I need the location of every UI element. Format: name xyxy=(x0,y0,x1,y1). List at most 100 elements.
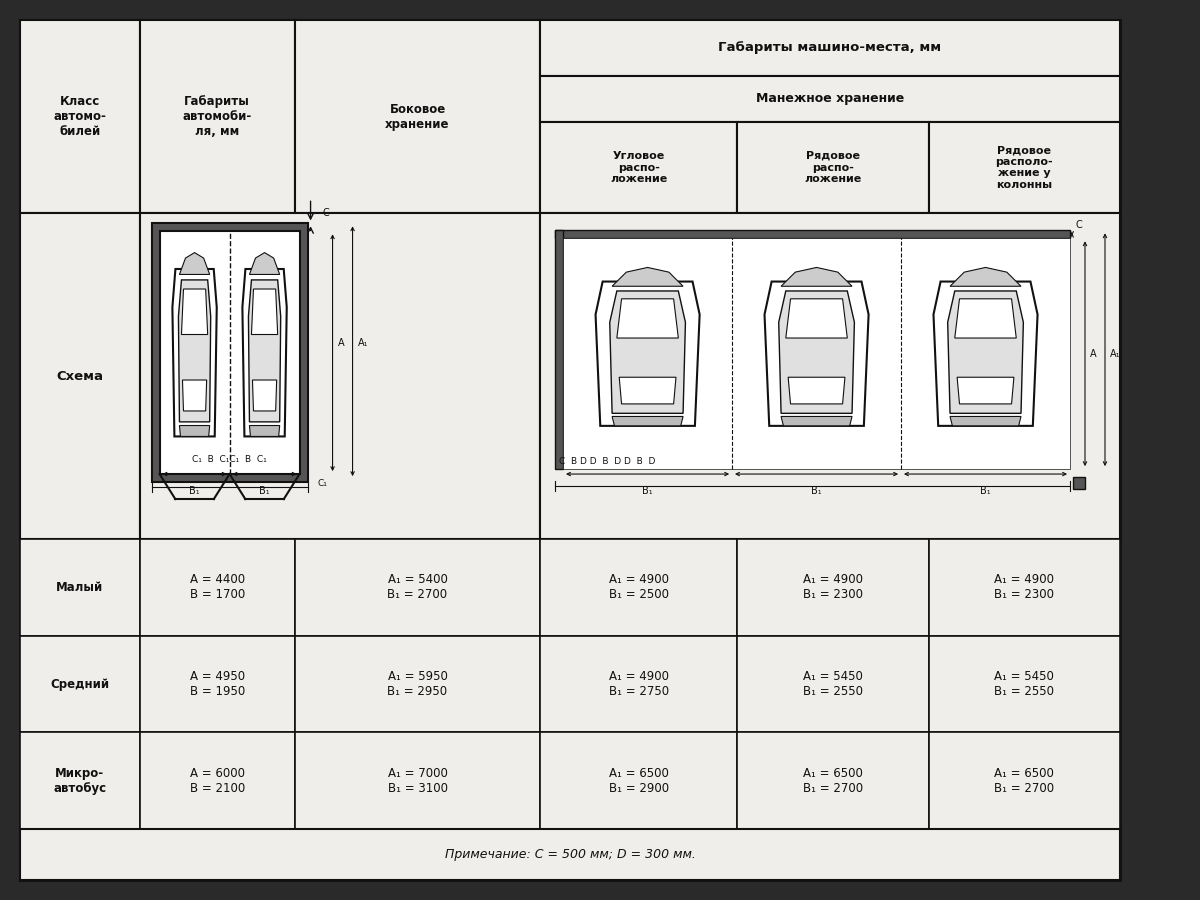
Polygon shape xyxy=(20,20,139,213)
Polygon shape xyxy=(540,213,1120,539)
Polygon shape xyxy=(612,417,683,426)
Text: A₁: A₁ xyxy=(358,338,368,347)
Polygon shape xyxy=(252,380,277,411)
Polygon shape xyxy=(1073,477,1085,489)
Polygon shape xyxy=(20,733,139,829)
Text: A₁ = 4900
B₁ = 2750: A₁ = 4900 B₁ = 2750 xyxy=(608,670,668,698)
Text: Манежное хранение: Манежное хранение xyxy=(756,93,904,105)
Text: Схема: Схема xyxy=(56,370,103,382)
Text: A₁ = 4900
B₁ = 2300: A₁ = 4900 B₁ = 2300 xyxy=(803,573,863,601)
Polygon shape xyxy=(737,122,929,213)
Polygon shape xyxy=(20,213,139,539)
Text: A = 6000
B = 2100: A = 6000 B = 2100 xyxy=(190,767,245,795)
Polygon shape xyxy=(242,269,287,436)
Polygon shape xyxy=(139,539,295,635)
Text: A₁ = 4900
B₁ = 2300: A₁ = 4900 B₁ = 2300 xyxy=(995,573,1055,601)
Polygon shape xyxy=(540,76,1120,122)
Polygon shape xyxy=(20,829,1120,880)
Text: A = 4950
B = 1950: A = 4950 B = 1950 xyxy=(190,670,245,698)
Polygon shape xyxy=(250,426,280,436)
Text: Рядовое
распо-
ложение: Рядовое распо- ложение xyxy=(804,151,862,184)
Polygon shape xyxy=(955,299,1016,338)
Polygon shape xyxy=(950,267,1021,286)
Polygon shape xyxy=(737,733,929,829)
Text: Угловое
распо-
ложение: Угловое распо- ложение xyxy=(610,151,667,184)
Polygon shape xyxy=(181,289,208,335)
Polygon shape xyxy=(929,539,1120,635)
Polygon shape xyxy=(786,299,847,338)
Polygon shape xyxy=(182,380,206,411)
Polygon shape xyxy=(781,417,852,426)
Polygon shape xyxy=(151,223,307,482)
Polygon shape xyxy=(180,426,210,436)
Text: A₁ = 4900
B₁ = 2500: A₁ = 4900 B₁ = 2500 xyxy=(608,573,668,601)
Polygon shape xyxy=(540,539,737,635)
Polygon shape xyxy=(929,122,1120,213)
Polygon shape xyxy=(779,291,854,413)
Polygon shape xyxy=(958,377,1014,404)
Text: C  B D D  B  D D  B  D: C B D D B D D B D xyxy=(559,456,655,465)
Text: A: A xyxy=(337,338,344,347)
Text: B₁: B₁ xyxy=(980,486,991,496)
Polygon shape xyxy=(252,289,277,335)
Text: B₁: B₁ xyxy=(642,486,653,496)
Text: A₁ = 5450
B₁ = 2550: A₁ = 5450 B₁ = 2550 xyxy=(995,670,1055,698)
Text: Малый: Малый xyxy=(56,580,103,594)
Text: A₁ = 7000
B₁ = 3100: A₁ = 7000 B₁ = 3100 xyxy=(388,767,448,795)
Polygon shape xyxy=(929,635,1120,733)
Text: C₁  B  C₁C₁  B  C₁: C₁ B C₁C₁ B C₁ xyxy=(192,454,266,464)
Text: B₁: B₁ xyxy=(190,486,200,496)
Text: C: C xyxy=(1075,220,1081,230)
Polygon shape xyxy=(295,733,540,829)
Polygon shape xyxy=(20,20,1120,880)
Text: Рядовое
располо-
жение у
колонны: Рядовое располо- жение у колонны xyxy=(996,145,1054,190)
Polygon shape xyxy=(617,299,678,338)
Polygon shape xyxy=(173,269,217,436)
Polygon shape xyxy=(295,20,540,213)
Polygon shape xyxy=(950,417,1021,426)
Text: Средний: Средний xyxy=(50,678,109,690)
Text: A₁ = 5400
B₁ = 2700: A₁ = 5400 B₁ = 2700 xyxy=(388,573,448,601)
Polygon shape xyxy=(540,122,737,213)
Text: A₁ = 5450
B₁ = 2550: A₁ = 5450 B₁ = 2550 xyxy=(803,670,863,698)
Polygon shape xyxy=(619,377,676,404)
Polygon shape xyxy=(781,267,852,286)
Polygon shape xyxy=(540,733,737,829)
Text: A₁ = 6500
B₁ = 2700: A₁ = 6500 B₁ = 2700 xyxy=(803,767,863,795)
Polygon shape xyxy=(139,20,295,213)
Polygon shape xyxy=(180,253,210,274)
Polygon shape xyxy=(20,539,139,635)
Polygon shape xyxy=(179,280,211,422)
Polygon shape xyxy=(556,230,563,469)
Text: A₁ = 5950
B₁ = 2950: A₁ = 5950 B₁ = 2950 xyxy=(388,670,448,698)
Text: Габариты
автомоби-
ля, мм: Габариты автомоби- ля, мм xyxy=(182,95,252,139)
Text: Примечание: C = 500 мм; D = 300 мм.: Примечание: C = 500 мм; D = 300 мм. xyxy=(444,848,696,861)
Polygon shape xyxy=(764,282,869,426)
Polygon shape xyxy=(612,267,683,286)
Polygon shape xyxy=(250,253,280,274)
Polygon shape xyxy=(737,539,929,635)
Text: Габариты машино-места, мм: Габариты машино-места, мм xyxy=(719,41,942,55)
Polygon shape xyxy=(295,539,540,635)
Polygon shape xyxy=(295,635,540,733)
Polygon shape xyxy=(248,280,281,422)
Polygon shape xyxy=(556,230,1070,238)
Polygon shape xyxy=(139,213,540,539)
Polygon shape xyxy=(540,635,737,733)
Polygon shape xyxy=(540,20,1120,76)
Text: B₁: B₁ xyxy=(811,486,822,496)
Polygon shape xyxy=(160,231,300,474)
Polygon shape xyxy=(139,733,295,829)
Text: Микро-
автобус: Микро- автобус xyxy=(53,767,107,795)
Polygon shape xyxy=(20,635,139,733)
Polygon shape xyxy=(934,282,1038,426)
Text: A = 4400
B = 1700: A = 4400 B = 1700 xyxy=(190,573,245,601)
Text: C₁: C₁ xyxy=(318,479,328,488)
Text: B₁: B₁ xyxy=(259,486,270,496)
Text: A₁ = 6500
B₁ = 2700: A₁ = 6500 B₁ = 2700 xyxy=(995,767,1055,795)
Text: Класс
автомо-
билей: Класс автомо- билей xyxy=(53,95,107,139)
Text: C: C xyxy=(323,209,329,219)
Polygon shape xyxy=(139,635,295,733)
Polygon shape xyxy=(948,291,1024,413)
Polygon shape xyxy=(788,377,845,404)
